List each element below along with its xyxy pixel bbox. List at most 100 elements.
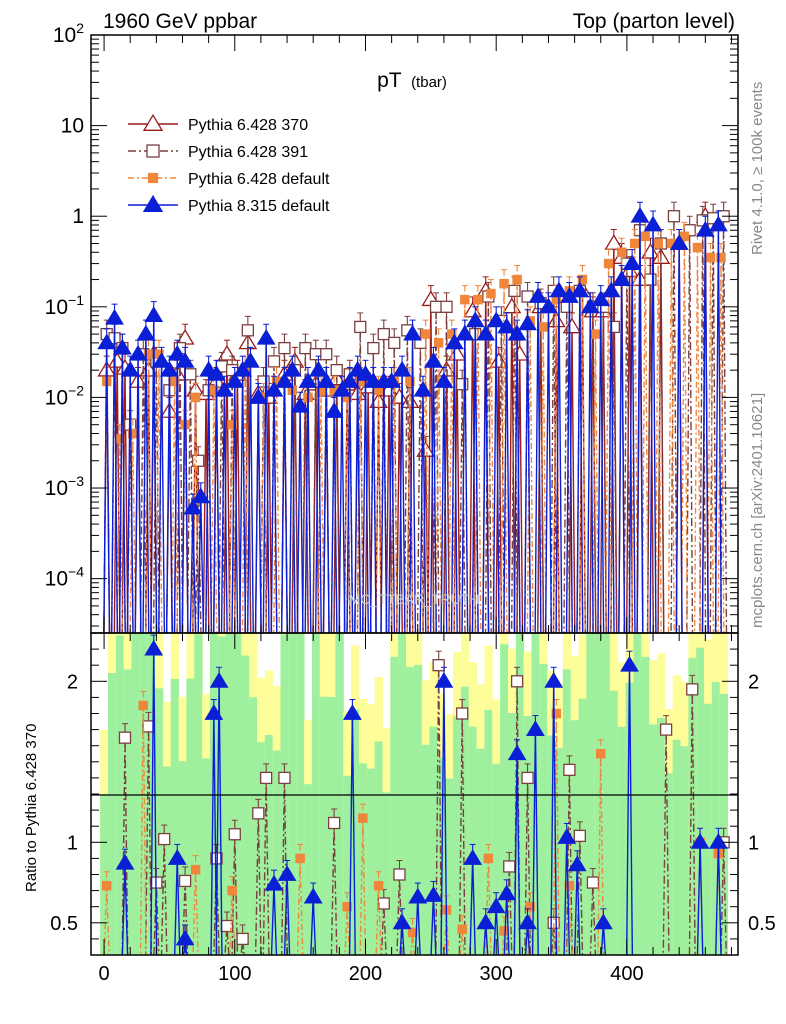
series-1-point [377,327,390,341]
ratio-series-2-point [204,704,224,720]
series-3-point [424,352,443,368]
series-3-point [570,281,590,298]
ratio-band-inner [586,633,595,955]
side-label-mcplots: mcplots.cern.ch [arXiv:2401.10621] [749,393,766,628]
ratio-band-inner [664,773,674,955]
ratio-band-inner [594,633,603,955]
x-tick-label: 300 [480,963,513,985]
series-3-point [630,206,650,223]
ratio-band-inner [202,758,211,955]
ratio-series-2-point [620,655,639,672]
series-3-point [601,281,621,298]
series-2-point [486,288,496,299]
ratio-band-inner [296,633,305,955]
ratio-series-2-point [303,887,323,904]
ratio-series-2-point [392,913,412,930]
ratio-series-0-point [659,723,673,736]
series-2-point [616,247,627,257]
series-1-point [456,378,469,391]
ratio-band-inner [123,669,133,955]
ratio-band-inner [688,657,697,955]
ratio-uncertainty-bands [100,633,729,955]
series-2-point [169,376,180,387]
y-ratio-tick-label-right: 0.5 [748,913,776,935]
series-3-point [256,328,276,345]
ratio-series-2-point [424,886,443,902]
header-right: Top (parton level) [573,10,735,33]
series-3-line [103,216,722,633]
series-3-point [225,372,245,388]
ratio-band-inner [468,726,478,955]
series-3-point [316,372,336,388]
ratio-series-1-point [101,881,112,891]
series-3-point [248,388,268,404]
series-3-point [518,314,537,331]
ratio-series-2-point [690,832,710,849]
ratio-band-inner [421,744,431,955]
series-3-point [167,344,187,361]
ratio-series-0-point [327,816,341,830]
ratio-series-1-point [457,924,467,934]
legend: Pythia 6.428 370 Pythia 6.428 391 Pythia 6… [128,113,330,215]
side-label-rivet: Rivet 4.1.0, ≥ 100k events [749,82,766,255]
ratio-band-inner [170,678,180,955]
ratio-series-2-point [567,855,587,872]
ratio-band-inner [233,633,242,955]
ratio-band-inner [429,726,438,955]
ratio-band-inner [225,633,234,955]
series-3-point [309,360,328,377]
series-2-point [209,385,219,395]
y-main-tick-label: 10−1 [45,292,85,319]
ratio-series-2-point [526,720,545,737]
series-3-point [233,360,253,377]
ratio-series-2-point [434,671,454,688]
ratio-series-1-point [373,881,384,891]
ratio-series-0-point [210,852,223,865]
ratio-band-inner [476,748,485,955]
ratio-series-2-point [175,929,195,946]
series-3-point [207,364,226,381]
series-2-point [603,258,614,269]
series-2-point [577,274,588,285]
ratio-series-2-point [115,853,135,870]
ratio-band-inner [374,741,383,955]
ratio-band-inner [264,734,274,955]
ratio-band-inner [131,633,140,955]
series-2-point [705,252,716,263]
legend-label: Pythia 6.428 391 [188,144,308,161]
ratio-band-inner [555,747,564,955]
ratio-series-1-point [342,901,352,912]
legend-entry-3: Pythia 8.315 default [128,194,330,215]
ratio-series-0-point [510,675,524,688]
ratio-band-inner [625,682,634,955]
ratio-band-inner [304,784,313,955]
ratio-series-1-point [407,927,418,938]
ratio-series-2-point [544,671,564,688]
ratio-band-inner [617,726,627,955]
series-3-point [136,324,156,341]
series-2-point [460,294,470,305]
legend-entry-0: Pythia 6.428 370 [128,113,308,134]
ratio-series-1-point [499,926,509,936]
y-main-tick-label: 10−4 [45,564,85,591]
plot-title-sub: (tbar) [411,74,447,91]
ratio-series-2-point [277,865,297,881]
series-3-point [175,352,195,368]
ratio-series-0-point [432,659,445,672]
series-3-point [332,380,352,397]
ratio-series-2-point [343,704,362,720]
ratio-band-inner [343,775,352,955]
legend-entry-1: Pythia 6.428 391 [128,144,308,161]
ratio-series-0-point [158,832,171,846]
series-3-point [340,372,360,388]
series-1-point [309,348,322,361]
ratio-series-0-point [228,828,241,841]
series-1-point [388,336,401,350]
series-2-point [716,252,726,263]
series-3-point [643,215,663,232]
ratio-series-0-point [686,683,699,696]
ratio-band-inner [500,644,509,955]
series-1-point [278,341,291,355]
series-1-point [508,284,521,298]
